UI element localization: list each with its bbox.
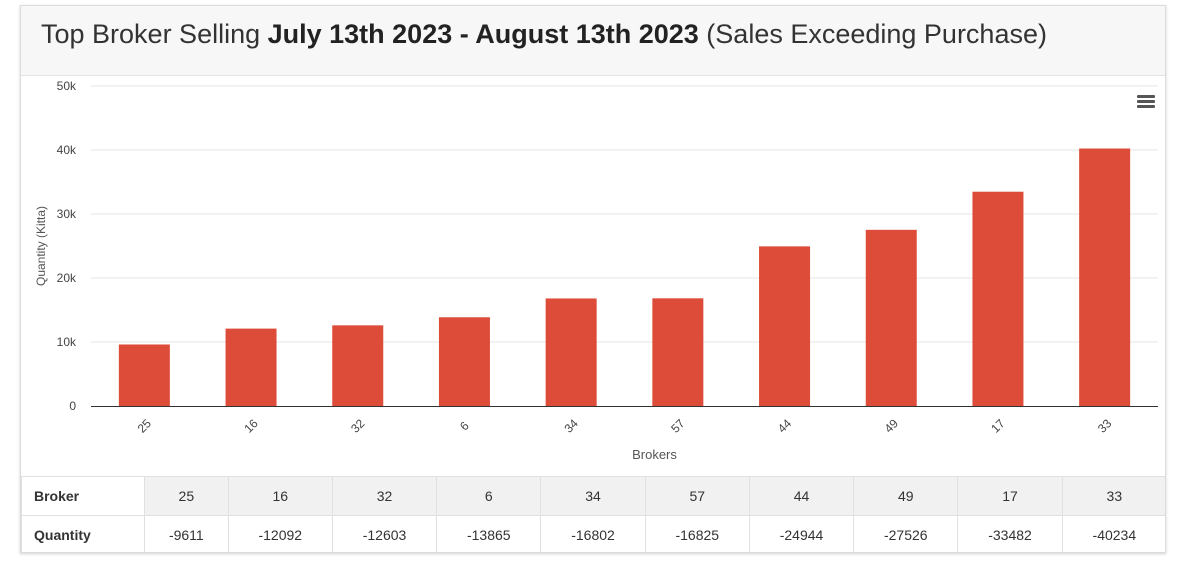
- title-date-range: July 13th 2023 - August 13th 2023: [267, 19, 699, 49]
- quantity-cell: -33482: [957, 515, 1063, 552]
- x-tick-label: 49: [882, 416, 902, 436]
- x-tick-label: 44: [775, 416, 795, 436]
- bar: [332, 325, 384, 406]
- chart-card: Top Broker Selling July 13th 2023 - Augu…: [20, 5, 1166, 553]
- bar: [865, 229, 917, 406]
- y-tick-label: 0: [69, 399, 76, 413]
- title-suffix: (Sales Exceeding Purchase): [698, 19, 1047, 49]
- quantity-cell: -24944: [748, 515, 855, 552]
- quantity-row: Quantity -9611 -12092 -12603 -13865 -16802 -1…: [21, 515, 1165, 552]
- x-tick-label: 33: [1095, 416, 1115, 436]
- y-tick-label: 40k: [57, 143, 77, 157]
- x-tick-label: 57: [668, 416, 688, 436]
- broker-cell: 6: [436, 476, 542, 516]
- broker-row: Broker 25 16 32 6 34 57 44 49 17 33: [21, 476, 1165, 516]
- quantity-cell: -27526: [853, 515, 959, 552]
- chart-title: Top Broker Selling July 13th 2023 - Augu…: [21, 6, 1165, 76]
- data-table: Broker 25 16 32 6 34 57 44 49 17 33 Quantity -961…: [21, 476, 1165, 552]
- quantity-cell: -12092: [227, 515, 333, 552]
- bar: [545, 298, 597, 406]
- hamburger-menu-icon[interactable]: [1137, 95, 1155, 109]
- broker-row-label: Broker: [21, 476, 145, 516]
- bar-chart: 0 10k 20k 30k 40k 50k 25 16 32 6 34 57 44 49 17 33 Broke…: [34, 79, 1158, 462]
- broker-cell: 33: [1061, 476, 1165, 516]
- bar: [438, 317, 490, 406]
- broker-cell: 32: [331, 476, 438, 516]
- x-tick-label: 32: [348, 416, 368, 436]
- chart-area: 0 10k 20k 30k 40k 50k 25 16 32 6 34 57 44 49 17 33 Broke…: [21, 76, 1165, 476]
- quantity-cell: -12603: [331, 515, 438, 552]
- broker-cell: 49: [853, 476, 959, 516]
- x-tick-label: 17: [988, 416, 1008, 436]
- bar: [652, 298, 704, 406]
- y-tick-label: 20k: [57, 271, 77, 285]
- x-tick-label: 25: [135, 416, 155, 436]
- quantity-cell: -16825: [644, 515, 750, 552]
- quantity-cell: -9611: [144, 515, 229, 552]
- y-tick-label: 50k: [57, 79, 77, 93]
- bar: [972, 191, 1024, 406]
- quantity-row-label: Quantity: [21, 515, 145, 552]
- quantity-cell: -40234: [1061, 515, 1165, 552]
- title-prefix: Top Broker Selling: [41, 19, 268, 49]
- bar: [118, 344, 170, 406]
- y-tick-label: 10k: [57, 335, 77, 349]
- broker-cell: 17: [957, 476, 1063, 516]
- broker-cell: 16: [227, 476, 333, 516]
- x-tick-label: 6: [457, 418, 472, 433]
- bar: [225, 328, 277, 406]
- x-axis-title: Brokers: [632, 447, 677, 462]
- broker-cell: 25: [144, 476, 229, 516]
- bar: [1079, 148, 1131, 406]
- y-tick-label: 30k: [57, 207, 77, 221]
- y-axis-title: Quantity (Kitta): [34, 206, 48, 286]
- quantity-cell: -16802: [540, 515, 646, 552]
- quantity-cell: -13865: [436, 515, 542, 552]
- bar: [759, 246, 811, 406]
- x-tick-label: 34: [561, 416, 581, 436]
- broker-cell: 34: [540, 476, 646, 516]
- broker-cell: 44: [748, 476, 855, 516]
- broker-cell: 57: [644, 476, 750, 516]
- x-tick-label: 16: [241, 416, 261, 436]
